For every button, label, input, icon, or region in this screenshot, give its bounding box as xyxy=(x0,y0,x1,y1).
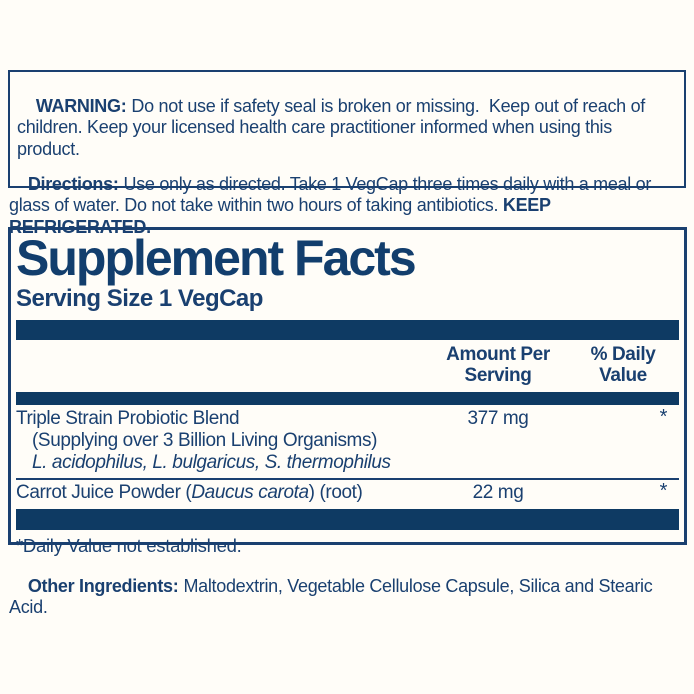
ingredient-amount: 22 mg xyxy=(472,482,524,503)
ingredient-latin-name: Daucus carota xyxy=(191,482,309,503)
other-ingredients-label: Other Ingredients: xyxy=(27,575,179,596)
ingredient-group-probiotic: Triple Strain Probiotic Blend 377 mg * (… xyxy=(16,406,679,480)
ingredient-name-suffix: ) (root) xyxy=(308,482,363,503)
ingredient-name-prefix: Carrot Juice Powder ( xyxy=(16,482,192,503)
ingredient-amount: 377 mg xyxy=(467,408,529,429)
serving-size: Serving Size 1 VegCap xyxy=(16,285,263,312)
divider-bar-bottom xyxy=(16,509,679,530)
warning-box: WARNING: Do not use if safety seal is bro… xyxy=(8,70,686,188)
ingredient-strains: L. acidophilus, L. bulgaricus, S. thermo… xyxy=(32,452,391,473)
column-header-daily-value: % Daily Value xyxy=(590,344,656,386)
directions-text: Use only as directed. Take 1 VegCap thre… xyxy=(9,173,656,216)
warning-label: WARNING: xyxy=(35,95,127,116)
ingredient-subnote: (Supplying over 3 Billion Living Organis… xyxy=(32,430,378,451)
ingredient-name: Carrot Juice Powder (Daucus carota) (roo… xyxy=(16,482,363,503)
divider-bar-top xyxy=(16,320,679,340)
column-header-amount: Amount Per Serving xyxy=(446,344,550,386)
other-ingredients-paragraph: Other Ingredients: Maltodextrin, Vegetabl… xyxy=(9,554,691,640)
table-row: Carrot Juice Powder (Daucus carota) (roo… xyxy=(16,480,679,509)
column-header-row: Amount Per Serving % Daily Value xyxy=(16,344,679,392)
directions-emphasis: KEEP REFRIGERATED. xyxy=(9,195,556,237)
table-row: Triple Strain Probiotic Blend 377 mg * xyxy=(16,406,679,430)
daily-value-footnote: *Daily Value not established. xyxy=(16,535,242,556)
supplement-facts-title: Supplement Facts xyxy=(16,230,417,286)
warning-text: Do not use if safety seal is broken or m… xyxy=(17,95,650,159)
ingredient-daily-value: * xyxy=(659,480,668,502)
divider-bar-header xyxy=(16,392,679,405)
ingredient-daily-value: * xyxy=(659,406,668,428)
directions-label: Directions: xyxy=(27,173,119,194)
directions-paragraph: Directions: Use only as directed. Take 1 … xyxy=(9,152,689,260)
supplement-facts-panel: Supplement Facts Serving Size 1 VegCap A… xyxy=(8,227,687,556)
other-ingredients-text: Maltodextrin, Vegetable Cellulose Capsul… xyxy=(9,575,657,618)
ingredient-name: Triple Strain Probiotic Blend xyxy=(16,408,240,429)
